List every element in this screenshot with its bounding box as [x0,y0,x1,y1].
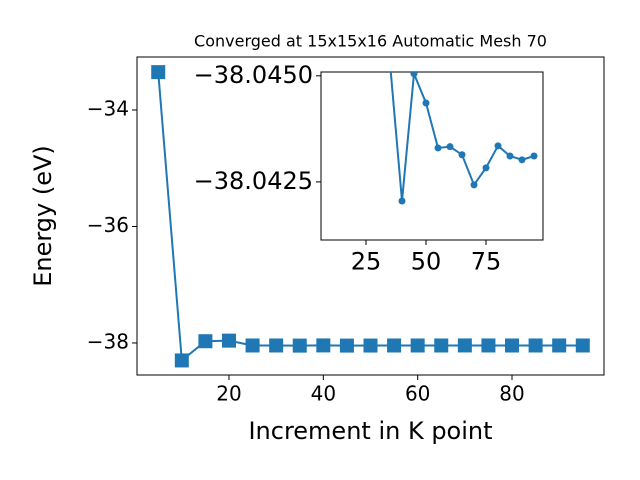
plot-clip [151,65,590,368]
marker [552,338,567,353]
plot-clip [389,72,538,205]
marker [269,338,284,353]
x-axis-label: Increment in K point [248,417,492,445]
marker [506,152,514,160]
marker [470,181,478,189]
y-tick-label: −36 [87,213,129,237]
marker [457,338,472,353]
marker [174,353,189,368]
marker [530,152,538,160]
x-tick-label: 60 [405,382,430,406]
marker [151,65,166,80]
marker [398,197,406,205]
marker [575,338,590,353]
x-tick-label: 80 [499,382,524,406]
marker [505,338,520,353]
marker [481,338,496,353]
marker [434,144,442,152]
y-tick-label: −34 [87,97,129,121]
chart-title: Converged at 15x15x16 Automatic Mesh 70 [194,32,547,51]
x-tick-label: 40 [311,382,336,406]
y-tick-label: −38 [87,329,129,353]
marker [458,151,466,159]
marker [494,142,502,150]
y-tick-label: −38.0450 [194,61,313,89]
marker [482,164,490,172]
x-tick-label: 75 [471,247,502,275]
marker [387,338,402,353]
marker [528,338,543,353]
x-tick-label: 50 [411,247,442,275]
marker [221,333,236,348]
y-axis-label: Energy (eV) [29,145,57,287]
marker [410,338,425,353]
x-tick-label: 25 [351,247,382,275]
x-tick-label: 20 [216,382,241,406]
y-tick-label: −38.0425 [194,167,313,195]
marker [363,338,378,353]
marker [422,99,430,107]
marker [410,72,418,78]
marker [198,334,213,349]
plot-area [320,71,544,241]
marker [434,338,449,353]
marker [316,338,331,353]
marker [518,156,526,164]
marker [245,338,260,353]
marker [292,338,307,353]
marker [446,143,454,151]
marker [339,338,354,353]
